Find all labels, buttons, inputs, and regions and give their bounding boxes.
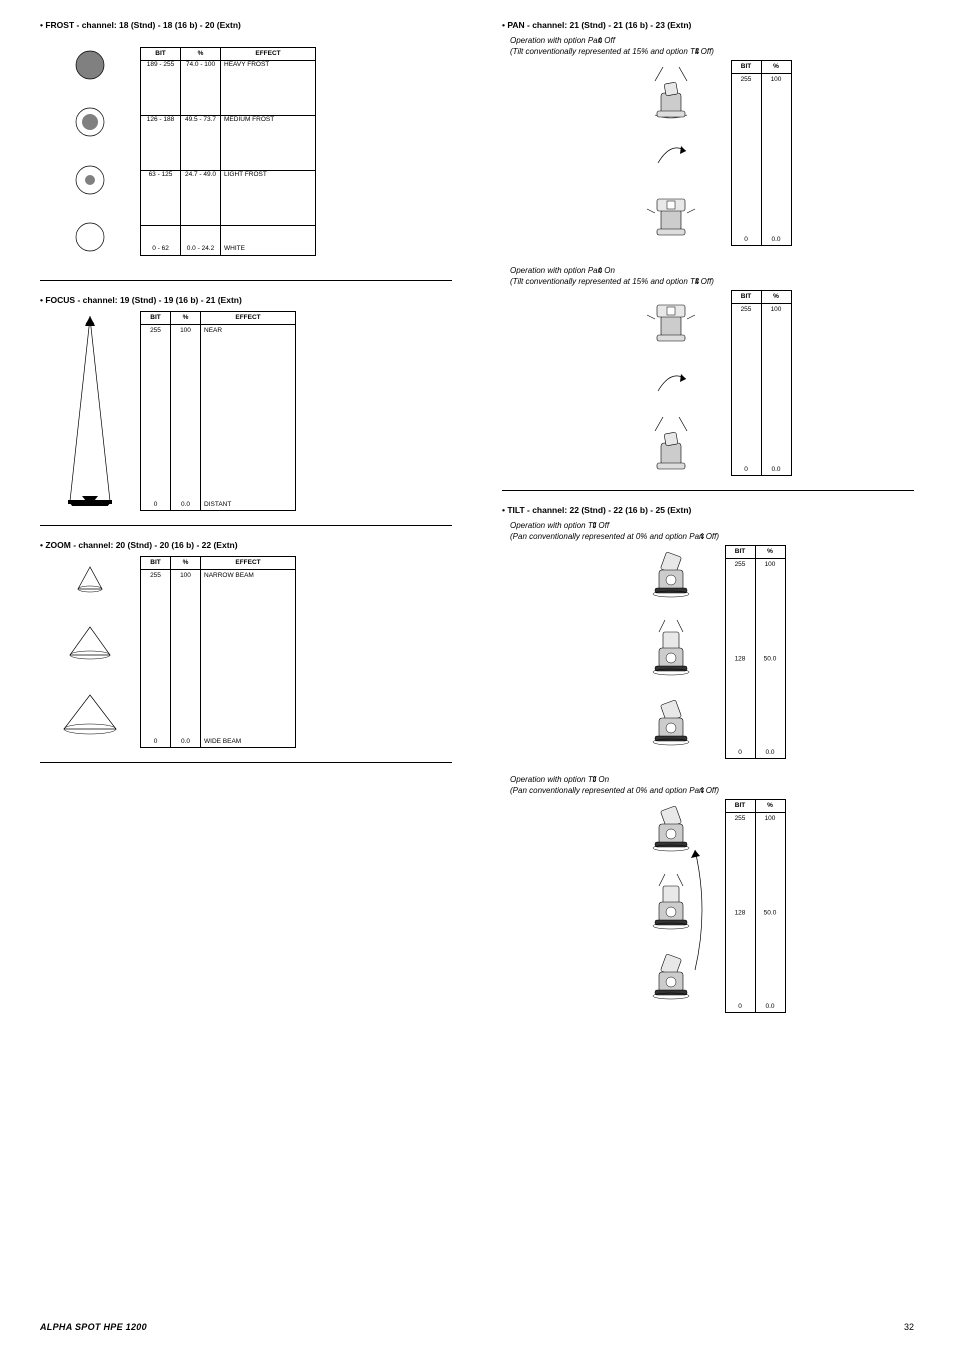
frost-table: BIT % EFFECT 189 - 25574.0 - 100HEAVY FR…	[140, 47, 316, 256]
updown-icon: ⇕	[597, 266, 604, 275]
updown-icon: ⇕	[694, 277, 701, 286]
pan-off-table: BIT % 255 0 100 0.0	[731, 60, 792, 246]
updown-icon: ⇕	[591, 775, 598, 784]
updown-icon: ⇕	[597, 36, 604, 45]
tilt-sub-on: Operation with option Til On⇕	[510, 775, 914, 784]
pan-off-illustrations	[625, 61, 717, 245]
updown-icon: ⇕	[699, 786, 706, 795]
tilt-on-illustrations	[631, 800, 711, 1012]
updown-icon: ⇕	[694, 47, 701, 56]
pan-on-illustrations	[625, 291, 717, 475]
zoom-table: BIT % EFFECT 255 0 100 0.0	[140, 556, 296, 748]
footer-page: 32	[904, 1322, 914, 1332]
tilt-sub-off: Operation with option Til Off⇕	[510, 521, 914, 530]
tilt-sub-off2: (Pan conventionally represented at 0% an…	[510, 532, 914, 541]
pan-sub-on2: (Tilt conventionally represented at 15% …	[510, 277, 914, 286]
zoom-title: • ZOOM - channel: 20 (Stnd) - 20 (16 b) …	[40, 540, 452, 550]
focus-table: BIT % EFFECT 255 0 100 0.0	[140, 311, 296, 511]
updown-icon: ⇕	[591, 521, 598, 530]
focus-illustration	[40, 312, 140, 510]
updown-icon: ⇕	[699, 532, 706, 541]
pan-sub-on: Operation with option Pan On⇕	[510, 266, 914, 275]
pan-title: • PAN - channel: 21 (Stnd) - 21 (16 b) -…	[502, 20, 914, 30]
tilt-on-table: BIT % 255 128 0 100 50.0 0.0	[725, 799, 786, 1013]
zoom-illustrations	[40, 557, 140, 747]
tilt-off-illustrations	[631, 546, 711, 758]
tilt-off-table: BIT % 255 128 0 100 50.0 0.0	[725, 545, 786, 759]
page-footer: ALPHA SPOT HPE 1200 32	[40, 1322, 914, 1332]
pan-sub-off2: (Tilt conventionally represented at 15% …	[510, 47, 914, 56]
frost-illustrations	[40, 36, 140, 266]
focus-title: • FOCUS - channel: 19 (Stnd) - 19 (16 b)…	[40, 295, 452, 305]
tilt-sub-on2: (Pan conventionally represented at 0% an…	[510, 786, 914, 795]
footer-product: ALPHA SPOT HPE 1200	[40, 1322, 147, 1332]
tilt-title: • TILT - channel: 22 (Stnd) - 22 (16 b) …	[502, 505, 914, 515]
pan-on-table: BIT % 255 0 100 0.0	[731, 290, 792, 476]
pan-sub-off: Operation with option Pan Off⇕	[510, 36, 914, 45]
curve-arrow-icon	[683, 840, 713, 980]
frost-title: • FROST - channel: 18 (Stnd) - 18 (16 b)…	[40, 20, 452, 30]
